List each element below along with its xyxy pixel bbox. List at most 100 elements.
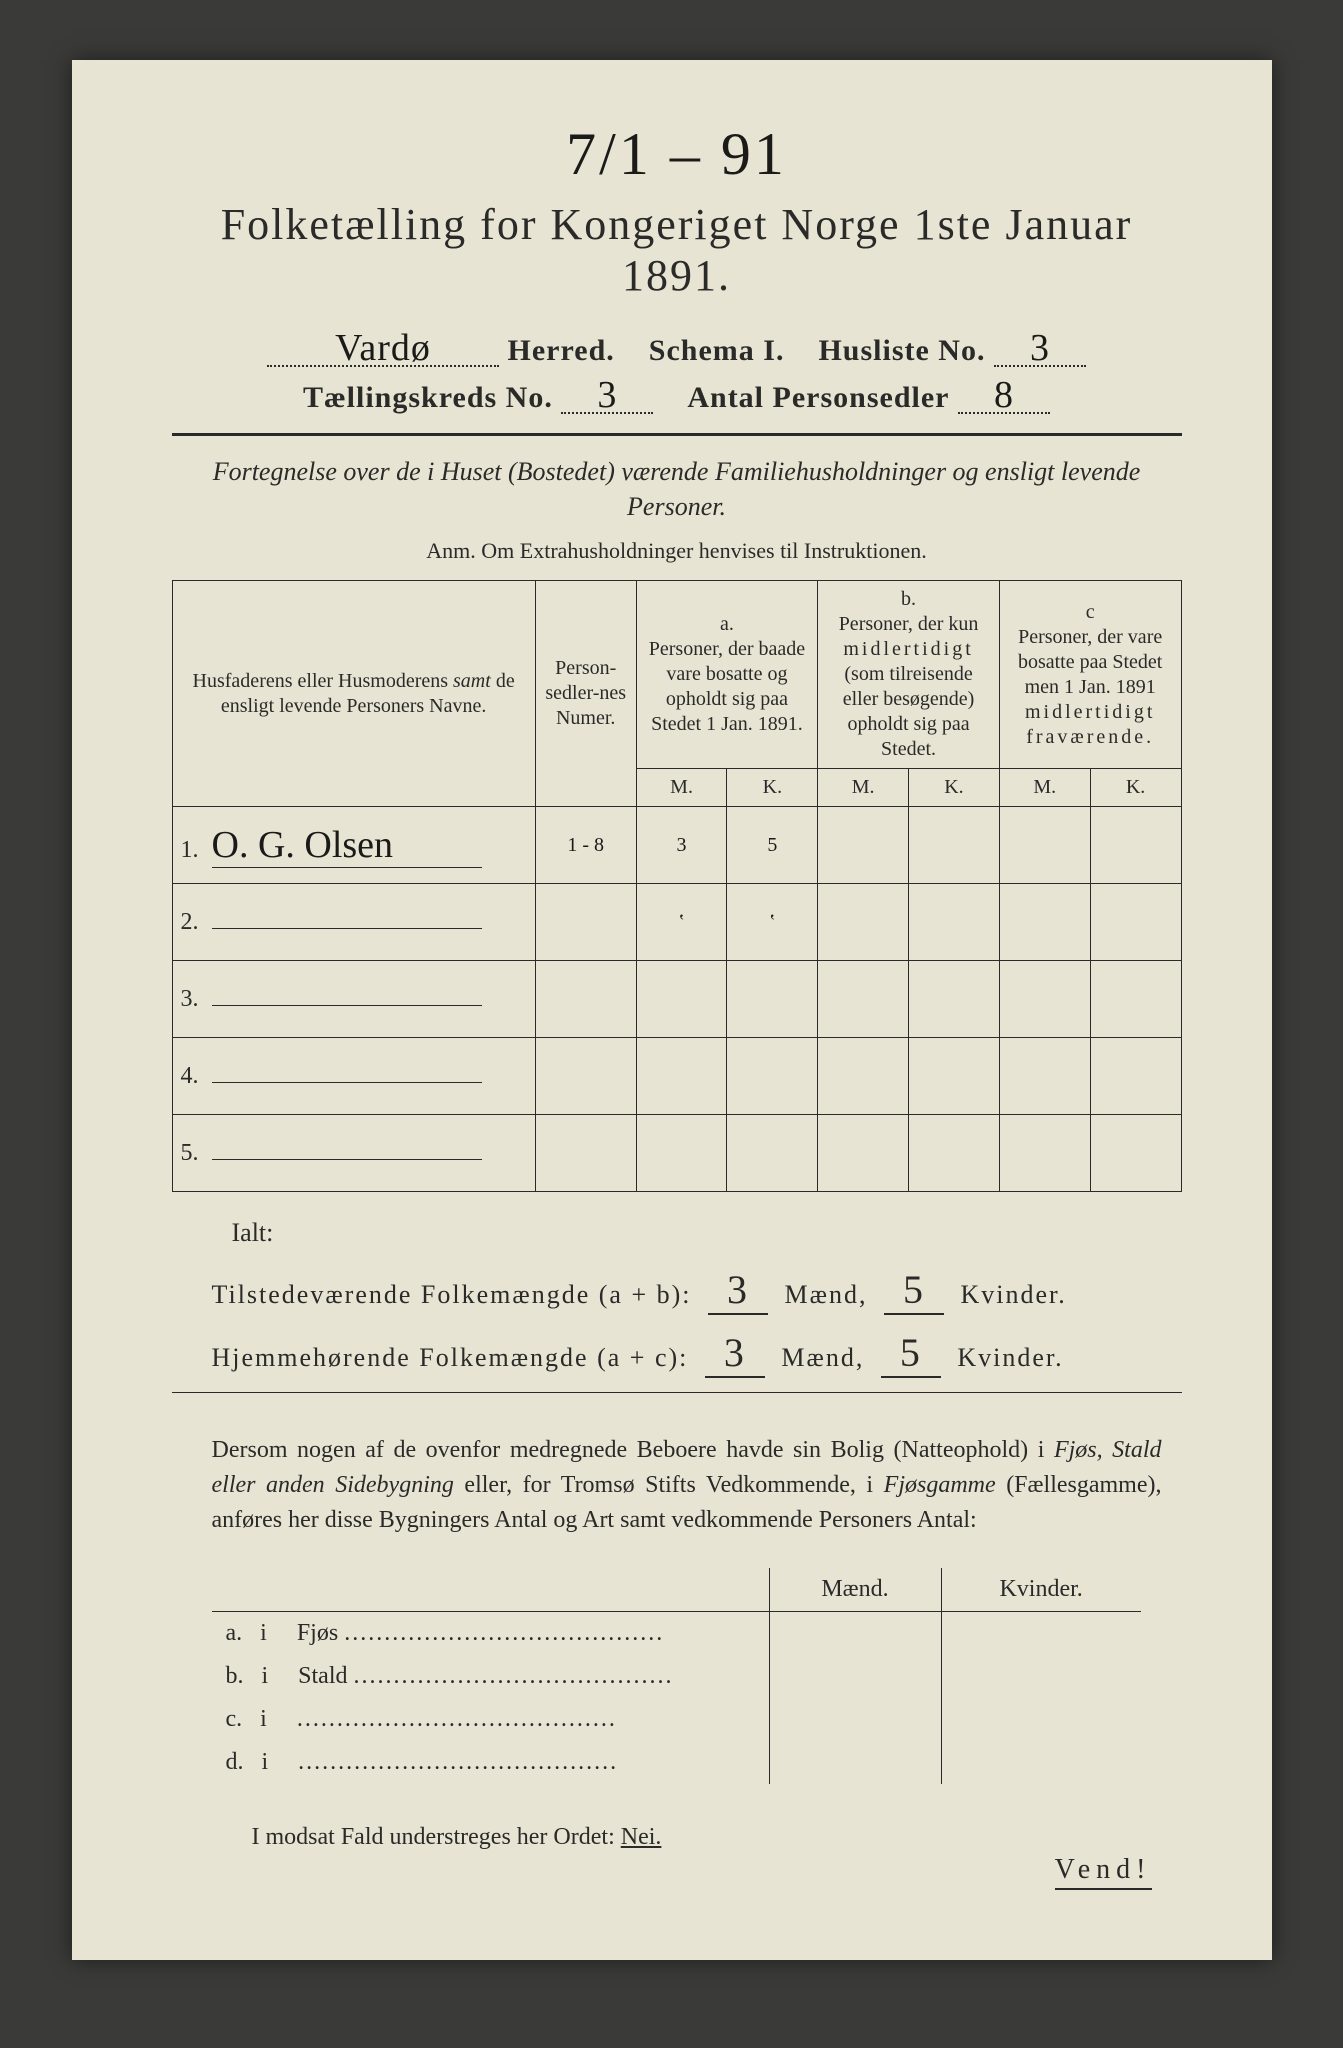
row-name-cell: 1. O. G. Olsen: [172, 807, 535, 884]
sum2-k: 5: [881, 1329, 941, 1378]
th-b-k: K.: [909, 769, 1000, 807]
row-num: 1 - 8: [535, 807, 636, 884]
sum1-label: Tilstedeværende Folkemængde (a + b):: [212, 1280, 692, 1309]
th-a-k: K.: [727, 769, 818, 807]
row-b-m: [818, 807, 909, 884]
sum-m-label2: Mænd,: [781, 1343, 864, 1372]
th-b-top: b.: [826, 587, 991, 612]
th-num: Person-sedler-nes Numer.: [535, 581, 636, 807]
row-num: [535, 1115, 636, 1192]
row-name-cell: 4.: [172, 1038, 535, 1115]
row-a-m: 3: [636, 807, 727, 884]
vend-label: Vend!: [1055, 1854, 1152, 1890]
byg-th-blank: [212, 1568, 770, 1612]
th-a-top: a.: [645, 612, 810, 637]
antal-value: 8: [958, 378, 1050, 414]
row-b-k: [909, 1038, 1000, 1115]
th-a: a. Personer, der baade vare bosatte og o…: [636, 581, 818, 769]
row-b-k: [909, 807, 1000, 884]
row-b-k: [909, 961, 1000, 1038]
byg-row: d. i ...................................…: [212, 1741, 1141, 1784]
table-row: 3.: [172, 961, 1181, 1038]
th-b-text: Personer, der kun midlertidigt (som tilr…: [826, 612, 991, 762]
sum-k-label: Kvinder.: [960, 1280, 1066, 1309]
byg-label-cell: c. i ...................................…: [212, 1698, 770, 1741]
sum-m-label: Mænd,: [785, 1280, 868, 1309]
sum1-m: 3: [708, 1266, 768, 1315]
row-b-m: [818, 884, 909, 961]
th-c-k: K.: [1090, 769, 1181, 807]
th-name-italic: samt: [453, 670, 491, 692]
sum2-label: Hjemmehørende Folkemængde (a + c):: [212, 1343, 689, 1372]
row-b-m: [818, 961, 909, 1038]
table-row: 5.: [172, 1115, 1181, 1192]
th-c-m: M.: [999, 769, 1090, 807]
sum1-k: 5: [884, 1266, 944, 1315]
row-c-m: [999, 884, 1090, 961]
nei-prefix: I modsat Fald understreges her Ordet:: [252, 1824, 615, 1850]
th-b-m: M.: [818, 769, 909, 807]
herred-value: Vardø: [267, 331, 499, 367]
row-c-k: [1090, 884, 1181, 961]
row-a-k: [727, 1115, 818, 1192]
summary-present: Tilstedeværende Folkemængde (a + b): 3 M…: [212, 1266, 1182, 1315]
table-row: 4.: [172, 1038, 1181, 1115]
kreds-value: 3: [561, 378, 653, 414]
row-name-cell: 2.: [172, 884, 535, 961]
antal-label: Antal Personsedler: [687, 381, 949, 414]
row-c-m: [999, 1115, 1090, 1192]
byg-row: a. i Fjøs ..............................…: [212, 1611, 1141, 1655]
byg-k: [941, 1611, 1141, 1655]
census-form-page: 7/1 – 91 Folketælling for Kongeriget Nor…: [72, 60, 1272, 1960]
row-a-k: [727, 1038, 818, 1115]
th-b: b. Personer, der kun midlertidigt (som t…: [818, 581, 1000, 769]
row-num: [535, 884, 636, 961]
th-c: c Personer, der vare bosatte paa Stedet …: [999, 581, 1181, 769]
row-a-m: ʽ: [636, 884, 727, 961]
row-a-k: 5: [727, 807, 818, 884]
byg-k: [941, 1698, 1141, 1741]
nei-line: I modsat Fald understreges her Ordet: Ne…: [252, 1824, 1182, 1851]
intro-text: Fortegnelse over de i Huset (Bostedet) v…: [192, 454, 1162, 524]
ialt-label: Ialt:: [232, 1218, 1182, 1248]
row-c-m: [999, 961, 1090, 1038]
byg-k: [941, 1741, 1141, 1784]
byg-label-cell: d. i ...................................…: [212, 1741, 770, 1784]
th-name: Husfaderens eller Husmoderens samt de en…: [172, 581, 535, 807]
row-b-m: [818, 1038, 909, 1115]
byg-label-cell: a. i Fjøs ..............................…: [212, 1611, 770, 1655]
table-row: 1. O. G. Olsen1 - 835: [172, 807, 1181, 884]
byg-row: c. i ...................................…: [212, 1698, 1141, 1741]
kreds-label: Tællingskreds No.: [303, 381, 553, 414]
row-b-k: [909, 884, 1000, 961]
row-c-k: [1090, 961, 1181, 1038]
building-table: Mænd. Kvinder. a. i Fjøs ...............…: [212, 1568, 1141, 1784]
th-a-text: Personer, der baade vare bosatte og opho…: [645, 637, 810, 737]
row-a-m: [636, 1115, 727, 1192]
anm-text: Anm. Om Extrahusholdninger henvises til …: [172, 538, 1182, 564]
th-a-m: M.: [636, 769, 727, 807]
row-a-m: [636, 1038, 727, 1115]
schema-label: Schema I.: [649, 334, 785, 367]
row-c-k: [1090, 1115, 1181, 1192]
row-a-k: ʽ: [727, 884, 818, 961]
byg-th-k: Kvinder.: [941, 1568, 1141, 1612]
row-name-cell: 5.: [172, 1115, 535, 1192]
row-name-cell: 3.: [172, 961, 535, 1038]
summary-resident: Hjemmehørende Folkemængde (a + c): 3 Mæn…: [212, 1329, 1182, 1378]
line-kreds: Tællingskreds No. 3 Antal Personsedler 8: [172, 378, 1182, 415]
form-title: Folketælling for Kongeriget Norge 1ste J…: [172, 199, 1182, 301]
byg-k: [941, 1655, 1141, 1698]
row-c-m: [999, 1038, 1090, 1115]
husliste-label: Husliste No.: [818, 334, 985, 367]
row-a-k: [727, 961, 818, 1038]
byg-m: [769, 1698, 941, 1741]
row-c-k: [1090, 807, 1181, 884]
row-c-m: [999, 807, 1090, 884]
table-row: 2. ʽʽ: [172, 884, 1181, 961]
byg-m: [769, 1741, 941, 1784]
row-b-k: [909, 1115, 1000, 1192]
divider-thin: [172, 1392, 1182, 1393]
th-c-text: Personer, der vare bosatte paa Stedet me…: [1008, 625, 1173, 750]
row-a-m: [636, 961, 727, 1038]
